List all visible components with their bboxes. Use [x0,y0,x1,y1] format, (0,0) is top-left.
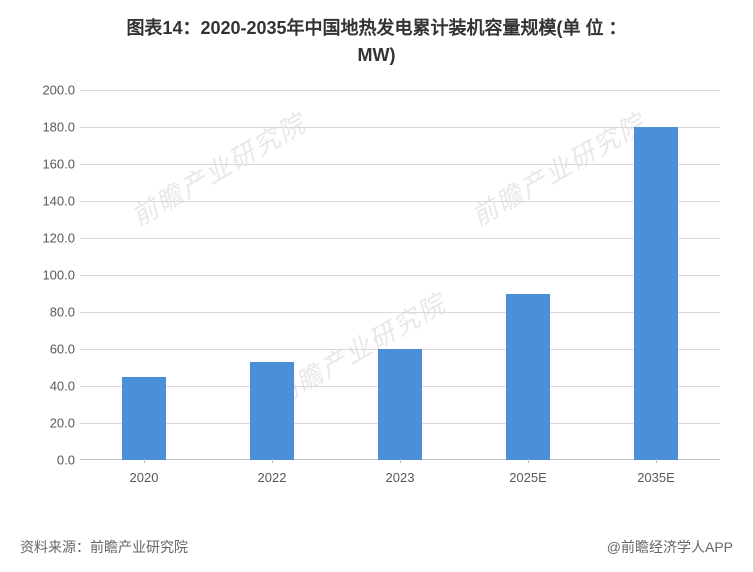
bar [122,377,167,460]
gridline [80,90,720,91]
bar [634,127,679,460]
gridline [80,127,720,128]
x-tick [656,459,657,463]
gridline [80,164,720,165]
y-axis-label: 160.0 [35,157,75,172]
y-axis-label: 180.0 [35,120,75,135]
title-line1: 图表14：2020-2035年中国地热发电累计装机容量规模(单 位 ： [126,18,626,38]
gridline [80,312,720,313]
x-axis-label: 2023 [386,470,415,485]
x-axis-label: 2025E [509,470,547,485]
y-axis-label: 120.0 [35,231,75,246]
x-tick [528,459,529,463]
y-axis-label: 40.0 [35,379,75,394]
chart-title: 图表14：2020-2035年中国地热发电累计装机容量规模(单 位 ： MW) [0,0,753,74]
gridline [80,201,720,202]
y-axis-label: 100.0 [35,268,75,283]
plot-area: 前瞻产业研究院 前瞻产业研究院 前瞻产业研究院 0.020.040.060.08… [80,90,720,460]
bar [378,349,423,460]
y-axis-label: 0.0 [35,453,75,468]
source-label: 资料来源：前瞻产业研究院 [20,537,188,557]
bar [250,362,295,460]
chart-container: 前瞻产业研究院 前瞻产业研究院 前瞻产业研究院 0.020.040.060.08… [30,80,730,500]
x-tick [272,459,273,463]
x-axis-label: 2022 [258,470,287,485]
y-axis-label: 140.0 [35,194,75,209]
gridline [80,238,720,239]
title-line2: MW) [358,45,396,65]
x-tick [144,459,145,463]
y-axis-label: 200.0 [35,83,75,98]
x-tick [400,459,401,463]
watermark: 前瞻产业研究院 [464,103,652,233]
x-axis-label: 2035E [637,470,675,485]
y-axis-label: 80.0 [35,305,75,320]
y-axis-label: 20.0 [35,416,75,431]
y-axis-label: 60.0 [35,342,75,357]
gridline [80,275,720,276]
attribution: @前瞻经济学人APP [607,537,733,557]
bar [506,294,551,461]
x-axis-label: 2020 [130,470,159,485]
footer: 资料来源：前瞻产业研究院 @前瞻经济学人APP [20,537,733,557]
watermark: 前瞻产业研究院 [124,103,312,233]
